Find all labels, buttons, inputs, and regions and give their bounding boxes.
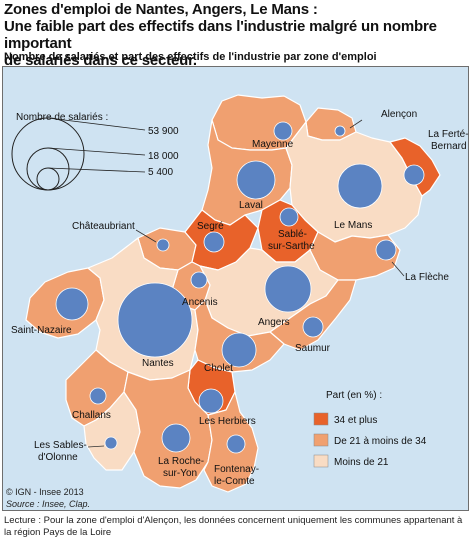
label-lemans: Le Mans — [334, 220, 372, 231]
source-text: Source : Insee, Clap. — [6, 499, 90, 509]
bubble-nantes — [117, 282, 193, 358]
label-sables-1: Les Sables- — [34, 440, 87, 451]
color-legend-title: Part (en %) : — [326, 390, 382, 401]
label-sable-2: sur-Sarthe — [268, 241, 315, 252]
title-line-3: de salariés dans ce secteur. — [4, 52, 197, 69]
label-laval: Laval — [239, 200, 263, 211]
bubble-saumur — [302, 316, 324, 338]
label-mayenne: Mayenne — [252, 139, 294, 150]
bubble-larochesuryon — [161, 423, 191, 453]
bubble-mayenne — [273, 121, 293, 141]
legend-label-mid: De 21 à moins de 34 — [334, 436, 427, 447]
label-angers: Angers — [258, 317, 290, 328]
map-subtitle: Nombre de salariés et part des effectifs… — [4, 51, 377, 63]
label-ancenis: Ancenis — [182, 297, 218, 308]
size-legend-circle-large — [11, 117, 85, 191]
label-fontenay-1: Fontenay- — [214, 464, 259, 475]
bubble-lessables — [104, 436, 118, 450]
bubble-challans — [89, 387, 107, 405]
copyright-text: © IGN - Insee 2013 — [6, 487, 84, 497]
bubble-alencon — [334, 125, 346, 137]
label-roche-2: sur-Yon — [163, 468, 197, 479]
label-herbiers: Les Herbiers — [199, 416, 256, 427]
bubble-segre — [203, 231, 225, 253]
bubbles-layer — [55, 121, 425, 454]
bubble-angers — [264, 265, 312, 313]
label-sables-2: d'Olonne — [38, 452, 78, 463]
label-roche-1: La Roche- — [158, 456, 204, 467]
label-saumur: Saumur — [295, 343, 331, 354]
label-nantes: Nantes — [142, 358, 174, 369]
color-legend: Part (en %) : 34 et plus De 21 à moins d… — [313, 390, 427, 468]
zone-labels: Alençon La Ferté- Bernard Mayenne Laval … — [11, 109, 469, 487]
size-legend-value-3: 5 400 — [148, 167, 173, 178]
bubble-ancenis — [190, 271, 208, 289]
label-challans: Challans — [72, 410, 111, 421]
footer-note: Lecture : Pour la zone d'emploi d'Alenço… — [4, 515, 463, 538]
legend-swatch-low — [313, 454, 329, 468]
label-chateaubriant: Châteaubriant — [72, 221, 135, 232]
leader-lines — [87, 119, 405, 448]
legend-swatch-high — [313, 412, 329, 426]
bubble-chateaubriant — [156, 238, 170, 252]
label-alencon: Alençon — [381, 109, 417, 120]
bubble-lafertebernard — [403, 164, 425, 186]
zones-layer — [25, 94, 441, 493]
label-sable-1: Sablé- — [278, 229, 307, 240]
size-legend-value-2: 18 000 — [148, 151, 179, 162]
label-cholet: Cholet — [204, 363, 233, 374]
bubble-saintnazaire — [55, 287, 89, 321]
title-line-2: Une faible part des effectifs dans l'ind… — [4, 18, 437, 52]
bubble-lafleche — [375, 239, 397, 261]
size-legend: Nombre de salariés : 53 900 18 000 5 400 — [11, 112, 179, 191]
size-legend-circle-small — [36, 167, 60, 191]
legend-label-high: 34 et plus — [334, 415, 377, 426]
bubble-laval — [236, 160, 276, 200]
label-laferte-1: La Ferté- — [428, 129, 469, 140]
size-legend-value-1: 53 900 — [148, 126, 179, 137]
legend-swatch-mid — [313, 433, 329, 447]
bubble-fontenay — [226, 434, 246, 454]
bubble-lesherbiers — [198, 388, 224, 414]
map-title: Zones d'emploi de Nantes, Angers, Le Man… — [4, 1, 472, 69]
label-segre: Segré — [197, 221, 224, 232]
bubble-lemans — [337, 163, 383, 209]
bubble-cholet — [221, 332, 257, 368]
label-lafleche: La Flèche — [405, 272, 449, 283]
title-line-1: Zones d'emploi de Nantes, Angers, Le Man… — [4, 1, 318, 18]
label-fontenay-2: le-Comte — [214, 476, 255, 487]
legend-label-low: Moins de 21 — [334, 457, 389, 468]
label-laferte-2: Bernard — [431, 141, 467, 152]
label-saintnazaire: Saint-Nazaire — [11, 325, 72, 336]
bubble-sable — [279, 207, 299, 227]
size-legend-title: Nombre de salariés : — [16, 112, 108, 123]
